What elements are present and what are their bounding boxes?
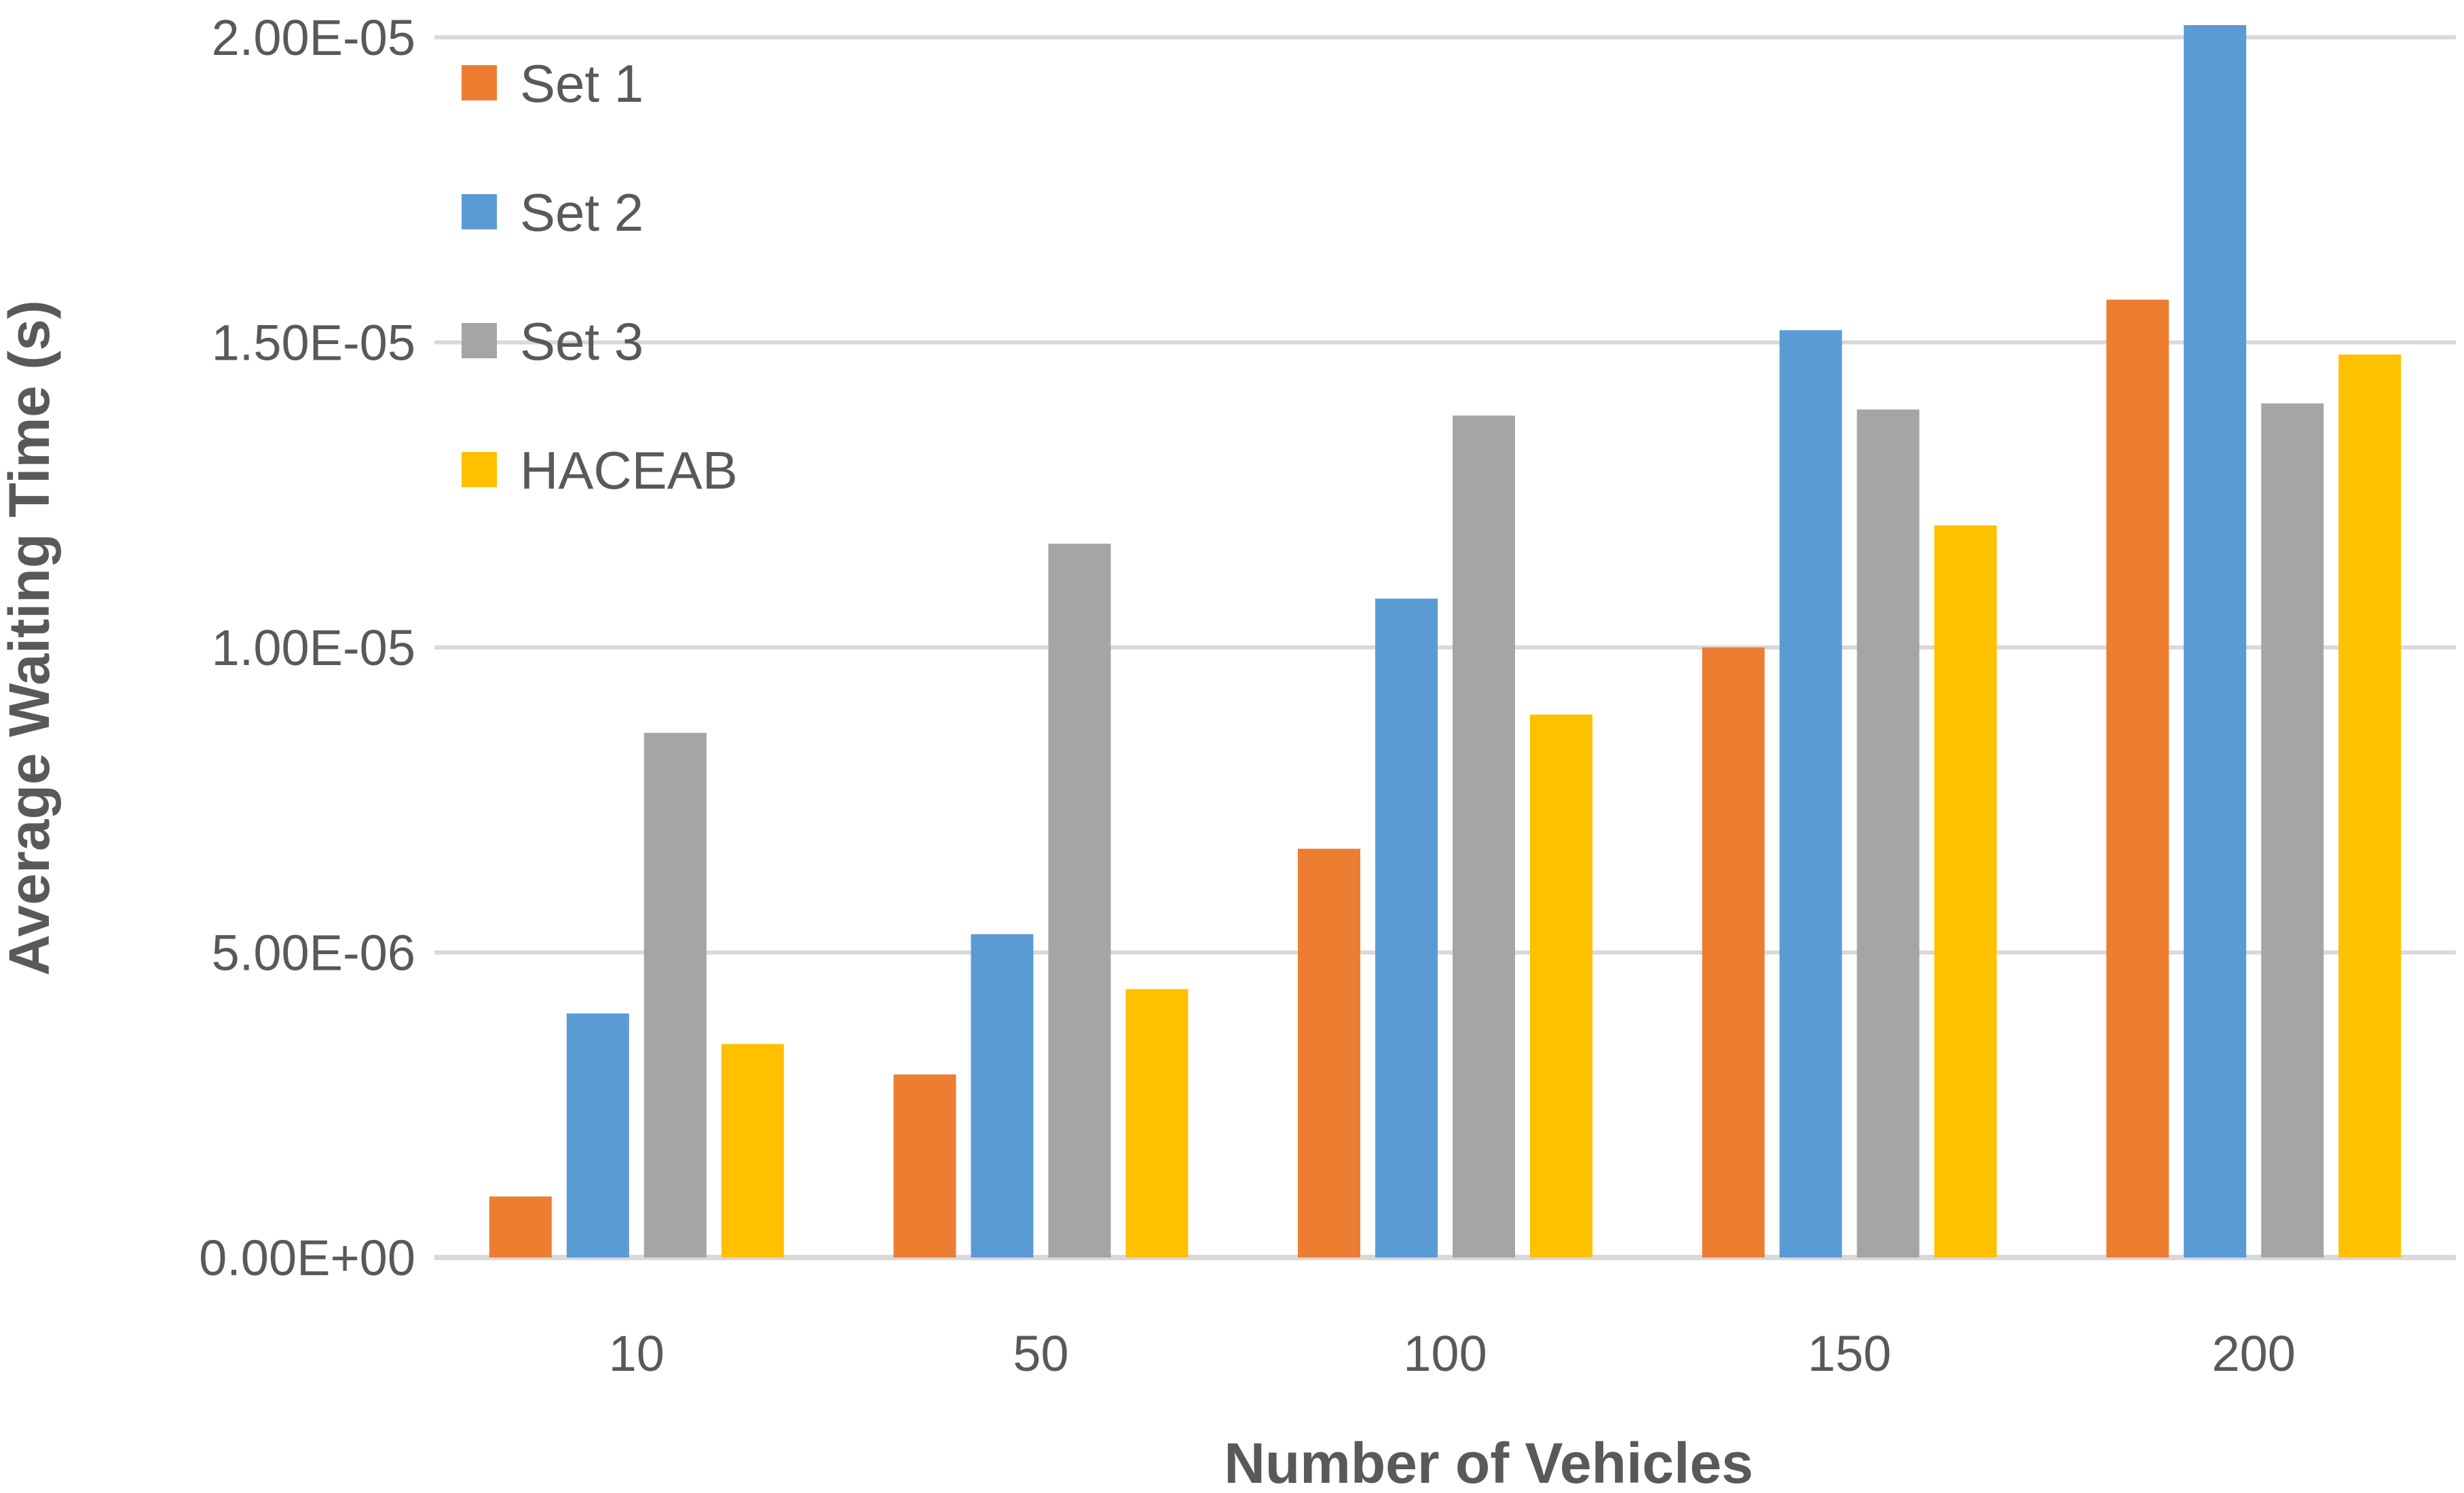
legend-swatch [462, 65, 497, 100]
legend-label: Set 1 [520, 54, 643, 113]
bar-set-3-100 [1453, 415, 1515, 1258]
legend: Set 1 Set 2 Set 3 HACEAB [462, 54, 738, 500]
bar-set-1-10 [489, 1196, 552, 1258]
bar-set-1-150 [1702, 647, 1765, 1258]
y-tick-label: 5.00E-06 [212, 925, 415, 981]
legend-label: Set 2 [520, 183, 643, 242]
bar-set-2-150 [1779, 330, 1842, 1258]
bar-set-2-100 [1375, 599, 1438, 1258]
y-tick-label: 2.00E-05 [212, 10, 415, 66]
bar-set-3-50 [1048, 544, 1111, 1258]
y-axis-ticks: 0.00E+00 5.00E-06 1.00E-05 1.50E-05 2.00E-05 [199, 10, 415, 1286]
legend-swatch [462, 323, 497, 358]
x-tick-label: 50 [1013, 1325, 1068, 1382]
x-axis-ticks: 10 50 100 150 200 [609, 1325, 2296, 1382]
x-tick-label: 200 [2211, 1325, 2295, 1382]
x-axis-title: Number of Vehicles [1224, 1431, 1753, 1493]
y-tick-label: 1.00E-05 [212, 620, 415, 676]
bar-set-2-200 [2184, 25, 2247, 1258]
bar-set-2-50 [971, 934, 1034, 1258]
bar-set-1-50 [893, 1074, 956, 1258]
legend-label: Set 3 [520, 311, 643, 371]
bar-haceab-200 [2338, 354, 2402, 1258]
bar-set-1-200 [2106, 299, 2169, 1258]
legend-label: HACEAB [520, 440, 738, 500]
bar-set-3-150 [1856, 409, 1920, 1258]
x-tick-label: 150 [1808, 1325, 1891, 1382]
x-tick-label: 10 [609, 1325, 665, 1382]
y-tick-label: 0.00E+00 [199, 1230, 415, 1286]
bar-set-1-100 [1298, 848, 1360, 1258]
bar-set-3-200 [2261, 403, 2324, 1258]
legend-swatch [462, 452, 497, 487]
bar-haceab-150 [1934, 525, 1997, 1258]
legend-swatch [462, 194, 497, 229]
bars [489, 25, 2402, 1258]
x-tick-label: 100 [1403, 1325, 1487, 1382]
y-tick-label: 1.50E-05 [212, 315, 415, 371]
bar-haceab-100 [1530, 714, 1592, 1258]
bar-haceab-50 [1125, 989, 1189, 1258]
bar-haceab-10 [721, 1044, 784, 1258]
y-axis-title: Average Waiting Time (s) [0, 300, 61, 976]
bar-set-3-10 [643, 732, 707, 1258]
bar-set-2-10 [566, 1013, 629, 1258]
